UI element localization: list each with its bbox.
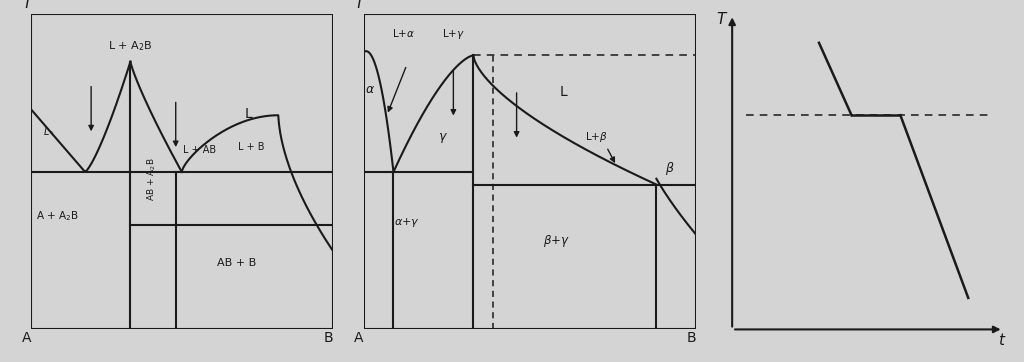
Text: B: B [324,331,334,345]
Text: L + A$_2$B: L + A$_2$B [109,39,153,53]
Text: AB + A$_2$B: AB + A$_2$B [145,157,158,201]
Text: A + A$_2$B: A + A$_2$B [37,209,79,223]
Text: $\beta$+$\gamma$: $\beta$+$\gamma$ [543,233,570,249]
Text: $L_*$: $L_*$ [43,126,54,136]
Text: A: A [22,331,31,345]
Text: $t$: $t$ [998,332,1007,348]
Text: AB + B: AB + B [216,258,256,269]
Text: L: L [245,108,252,121]
Text: $T$: $T$ [22,0,34,11]
Text: $\beta$: $\beta$ [665,160,675,177]
Text: L+$\gamma$: L+$\gamma$ [441,26,465,41]
Text: L + B: L + B [238,142,264,152]
Text: A: A [353,331,364,345]
Text: L+$\alpha$: L+$\alpha$ [392,26,415,38]
Text: $T$: $T$ [353,0,366,11]
Text: L + AB: L + AB [183,145,216,155]
Text: $\gamma$: $\gamma$ [438,131,449,146]
Text: L: L [559,85,567,99]
Text: L+$\beta$: L+$\beta$ [585,130,608,144]
Text: $\alpha$+$\gamma$: $\alpha$+$\gamma$ [394,216,420,230]
Text: B: B [686,331,696,345]
Text: $T$: $T$ [716,11,728,27]
Text: $\alpha$: $\alpha$ [366,83,375,96]
